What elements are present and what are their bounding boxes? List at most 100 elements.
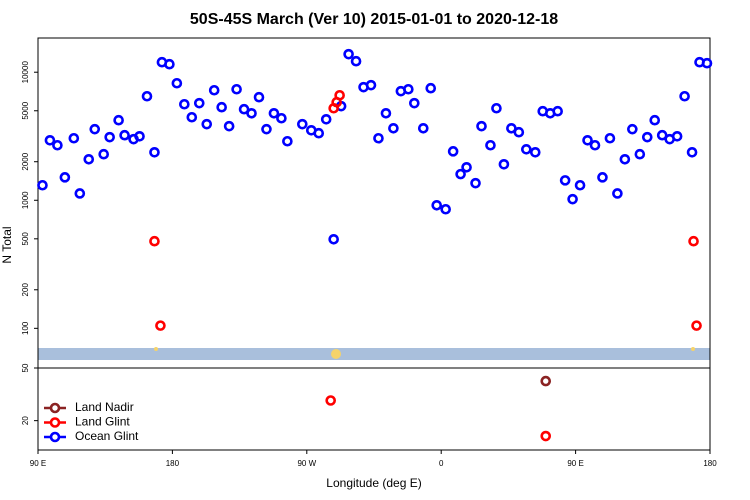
x-tick-label: 180 [166, 459, 180, 468]
point [208, 84, 220, 96]
point [455, 168, 466, 180]
x-tick-label: 90 E [567, 459, 583, 468]
point [238, 103, 250, 115]
y-tick-label: 200 [21, 283, 30, 297]
band-dot [331, 349, 341, 359]
point [498, 158, 510, 170]
point [440, 203, 451, 215]
point [634, 148, 646, 160]
point [44, 134, 56, 146]
point [268, 107, 280, 119]
point [612, 188, 623, 199]
point [186, 111, 198, 123]
x-tick-label: 90 E [30, 459, 46, 468]
band-dot [691, 347, 695, 351]
point [261, 123, 272, 135]
point [193, 97, 205, 109]
point [529, 146, 541, 158]
point [149, 146, 160, 158]
point [276, 112, 287, 124]
point [179, 98, 190, 110]
point [461, 161, 472, 173]
point [141, 90, 153, 102]
point [171, 77, 183, 89]
point [540, 375, 552, 387]
point [52, 139, 63, 151]
point [540, 430, 552, 442]
point [619, 153, 631, 165]
point [485, 139, 496, 151]
point [113, 114, 124, 126]
legend-label: Land Glint [75, 415, 130, 429]
point [627, 123, 638, 135]
legend-marker [49, 417, 61, 428]
point [403, 83, 414, 95]
point [119, 129, 130, 141]
legend-marker [49, 431, 61, 443]
point [134, 130, 145, 142]
y-tick-label: 100 [21, 321, 30, 335]
point [201, 118, 213, 130]
point [521, 144, 532, 155]
point [476, 120, 487, 132]
chart-title: 50S-45S March (Ver 10) 2015-01-01 to 202… [190, 11, 558, 28]
point [679, 90, 690, 102]
point [567, 193, 578, 205]
y-tick-label: 20 [21, 416, 30, 425]
x-tick-label: 0 [439, 459, 444, 468]
point [649, 114, 661, 126]
y-tick-label: 500 [21, 232, 30, 246]
point [59, 172, 71, 183]
point [246, 107, 257, 119]
point [589, 139, 601, 151]
point [691, 320, 702, 331]
point [373, 132, 384, 144]
point [297, 118, 308, 130]
point [688, 235, 699, 247]
point [155, 320, 166, 331]
y-axis-label: N Total [0, 226, 14, 263]
x-axis-label: Longitude (deg E) [326, 476, 421, 490]
point [365, 79, 377, 91]
point [325, 395, 336, 406]
legend-label: Ocean Glint [75, 429, 139, 443]
point [604, 132, 616, 144]
point [253, 91, 265, 103]
point [447, 146, 459, 157]
point [343, 48, 354, 60]
x-tick-label: 180 [703, 459, 717, 468]
point [68, 132, 80, 144]
point [89, 123, 101, 135]
point [37, 179, 48, 191]
point [380, 107, 392, 119]
point [231, 83, 242, 95]
point [328, 233, 339, 245]
point [559, 175, 571, 186]
point [686, 146, 698, 158]
point [313, 127, 325, 139]
point [104, 131, 115, 143]
point [431, 199, 443, 211]
y-tick-label: 1000 [21, 191, 30, 209]
band-dot [154, 347, 158, 351]
surface-band [38, 348, 710, 360]
legend-marker [49, 402, 61, 414]
point [74, 188, 86, 199]
point [409, 97, 420, 109]
point [470, 177, 481, 189]
point [641, 131, 653, 143]
point [216, 101, 227, 113]
point [98, 148, 110, 160]
y-tick-label: 5000 [21, 101, 30, 119]
y-tick-label: 2000 [21, 152, 30, 170]
point [334, 89, 345, 101]
point [574, 179, 586, 191]
point [417, 122, 429, 134]
point [350, 55, 362, 67]
x-tick-label: 90 W [297, 459, 316, 468]
point [513, 126, 525, 138]
point [388, 122, 399, 134]
point [701, 57, 713, 69]
point [282, 135, 293, 147]
